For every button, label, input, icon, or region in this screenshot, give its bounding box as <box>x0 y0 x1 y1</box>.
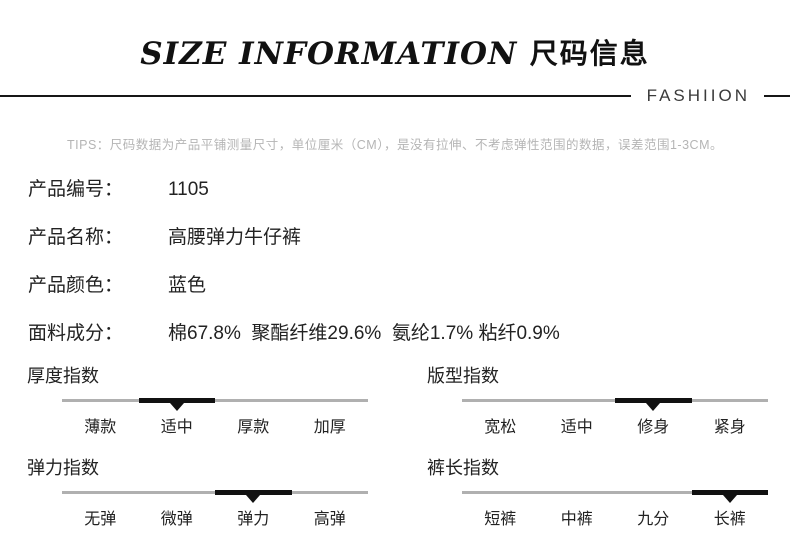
option-label: 修身 <box>637 419 670 436</box>
pant-length-index-title: 裤长指数 <box>427 458 499 478</box>
slider-labels: 宽松 适中 修身 紧身 <box>462 413 768 437</box>
option-label: 紧身 <box>713 419 746 436</box>
product-name-value: 高腰弹力牛仔裤 <box>168 227 302 248</box>
slider-pointer-icon <box>169 403 184 411</box>
option-label: 薄款 <box>84 419 117 436</box>
page-title: SIZE INFORMATION 尺码信息 <box>0 0 790 72</box>
thickness-index-section: 厚度指数 薄款 适中 厚款 加厚 <box>0 366 400 439</box>
option-label: 高弹 <box>313 511 346 528</box>
pant-length-index-section: 裤长指数 短裤 中裤 九分 长裤 <box>400 458 790 531</box>
slider-labels: 无弹 微弹 弹力 高弹 <box>62 505 368 529</box>
slider-active-segment <box>615 398 692 403</box>
index-grid: 厚度指数 薄款 适中 厚款 加厚 版型指数 宽松 适中 修身 紧身 <box>0 366 790 531</box>
product-info-list: 产品编号： 1105 产品名称： 高腰弹力牛仔裤 产品颜色： 蓝色 面料成分： … <box>28 174 790 344</box>
slider-active-segment <box>138 398 215 403</box>
brand-name: FASHIION <box>646 86 750 105</box>
brand-divider-row: FASHIION <box>0 86 790 106</box>
option-label: 适中 <box>160 419 193 436</box>
slider-track <box>62 399 368 402</box>
slider-labels: 短裤 中裤 九分 长裤 <box>462 505 768 529</box>
product-color-label: 产品颜色： <box>28 275 124 296</box>
pant-length-slider: 短裤 中裤 九分 长裤 <box>462 490 768 531</box>
product-code-value: 1105 <box>168 179 209 200</box>
product-name-row: 产品名称： 高腰弹力牛仔裤 <box>28 222 790 248</box>
option-label: 厚款 <box>237 419 270 436</box>
product-name-label: 产品名称： <box>28 227 124 248</box>
product-code-label: 产品编号： <box>28 179 124 200</box>
product-color-value: 蓝色 <box>168 275 207 296</box>
fit-index-title: 版型指数 <box>427 366 499 386</box>
option-label: 无弹 <box>84 511 117 528</box>
slider-pointer-icon <box>646 403 661 411</box>
fit-slider: 宽松 适中 修身 紧身 <box>462 398 768 439</box>
fabric-composition-row: 面料成分： 棉67.8% 聚酯纤维29.6% 氨纶1.7% 粘纤0.9% <box>28 318 790 344</box>
divider-line <box>0 95 631 97</box>
option-label: 短裤 <box>484 511 517 528</box>
page-title-chinese: 尺码信息 <box>529 37 650 70</box>
slider-active-segment <box>215 490 292 495</box>
option-label: 微弹 <box>160 511 193 528</box>
slider-pointer-icon <box>246 495 261 503</box>
slider-track <box>462 491 768 494</box>
slider-pointer-icon <box>722 495 737 503</box>
elasticity-index-title: 弹力指数 <box>27 458 99 478</box>
option-label: 宽松 <box>484 419 517 436</box>
option-label: 适中 <box>560 419 593 436</box>
option-label: 九分 <box>637 511 670 528</box>
option-label: 中裤 <box>560 511 593 528</box>
slider-active-segment <box>691 490 768 495</box>
elasticity-slider: 无弹 微弹 弹力 高弹 <box>62 490 368 531</box>
option-label: 加厚 <box>313 419 346 436</box>
product-color-row: 产品颜色： 蓝色 <box>28 270 790 296</box>
thickness-slider: 薄款 适中 厚款 加厚 <box>62 398 368 439</box>
option-label: 弹力 <box>237 511 270 528</box>
page-title-english: SIZE INFORMATION <box>140 36 518 72</box>
thickness-index-title: 厚度指数 <box>27 366 99 386</box>
elasticity-index-section: 弹力指数 无弹 微弹 弹力 高弹 <box>0 458 400 531</box>
product-code-row: 产品编号： 1105 <box>28 174 790 200</box>
tips-text: TIPS：尺码数据为产品平铺测量尺寸，单位厘米（CM），是没有拉伸、不考虑弹性范… <box>67 138 723 152</box>
slider-labels: 薄款 适中 厚款 加厚 <box>62 413 368 437</box>
option-label: 长裤 <box>713 511 746 528</box>
fabric-composition-value: 棉67.8% 聚酯纤维29.6% 氨纶1.7% 粘纤0.9% <box>168 323 560 344</box>
divider-dash <box>764 95 790 97</box>
fabric-composition-label: 面料成分： <box>28 323 124 344</box>
fit-index-section: 版型指数 宽松 适中 修身 紧身 <box>400 366 790 439</box>
